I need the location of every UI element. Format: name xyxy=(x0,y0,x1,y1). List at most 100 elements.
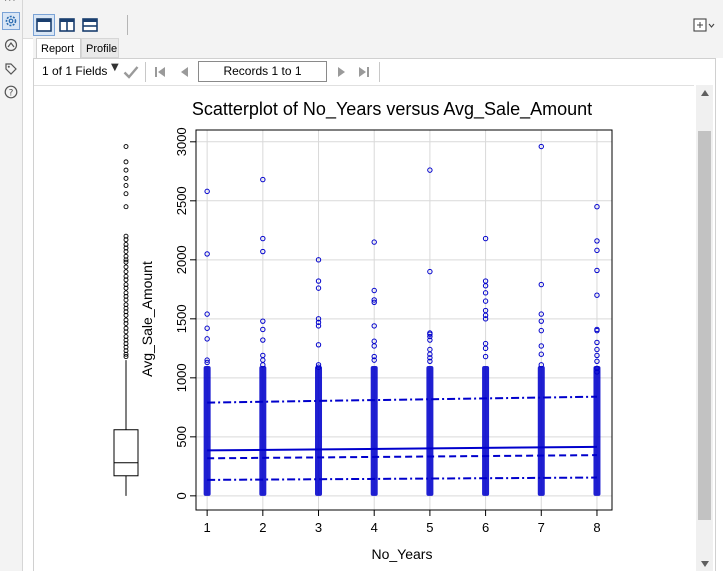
x-tick-label: 7 xyxy=(538,520,545,535)
scatter-point xyxy=(538,143,544,150)
boxplot xyxy=(113,144,139,496)
trend-line-dashed xyxy=(207,454,597,460)
tab-profile[interactable]: Profile xyxy=(81,38,119,58)
scatter-point xyxy=(371,323,377,329)
boxplot-outlier xyxy=(123,144,129,149)
scatter-point xyxy=(260,337,266,343)
records-range-field[interactable]: Records 1 to 1 xyxy=(198,61,327,82)
dense-point-column xyxy=(203,366,211,496)
scatter-point xyxy=(260,326,266,333)
scatter-point xyxy=(371,353,377,360)
scatter-point xyxy=(594,238,600,244)
boxplot-outlier xyxy=(123,183,129,188)
scrollbar-thumb[interactable] xyxy=(698,131,711,520)
single-panel-view-icon[interactable] xyxy=(33,14,55,36)
vertical-scrollbar[interactable] xyxy=(696,85,713,571)
boxplot-box xyxy=(113,429,139,477)
boxplot-outlier xyxy=(123,175,129,181)
scatter-point xyxy=(204,357,210,363)
split-vertical-view-icon[interactable] xyxy=(56,14,78,36)
scatter-point xyxy=(594,292,600,298)
scatter-point xyxy=(204,311,210,317)
boxplot-outlier xyxy=(123,329,129,335)
results-tabs: Report Profile xyxy=(33,38,723,58)
scatter-point xyxy=(594,352,600,359)
boxplot-outlier xyxy=(123,334,129,339)
boxplot-outlier xyxy=(123,344,129,350)
view-toolbar xyxy=(23,0,723,39)
previous-record-icon[interactable] xyxy=(176,64,192,80)
scroll-up-icon[interactable] xyxy=(700,88,709,97)
boxplot-outlier xyxy=(123,337,129,343)
scatter-point xyxy=(427,268,433,275)
x-tick-label: 2 xyxy=(259,520,266,535)
configuration-gear-icon[interactable] xyxy=(2,12,20,30)
fields-dropdown-icon[interactable]: ▼ xyxy=(111,62,119,73)
scatter-point xyxy=(594,369,600,375)
scatter-point xyxy=(538,281,544,288)
add-panel-menu[interactable] xyxy=(693,15,715,35)
boxplot-outlier xyxy=(123,293,129,299)
boxplot-outlier xyxy=(123,309,129,315)
report-toolbar: 1 of 1 Fields ▼ Records 1 to 1 xyxy=(34,59,694,86)
scatter-point xyxy=(594,247,600,254)
scatter-point xyxy=(204,188,210,195)
x-tick-label: 5 xyxy=(426,520,433,535)
y-tick-label: 2500 xyxy=(174,186,189,215)
toolbar-separator xyxy=(145,62,146,82)
tag-icon[interactable] xyxy=(2,60,20,78)
scatter-point xyxy=(315,285,322,291)
scatter-point xyxy=(594,339,600,346)
scatter-point xyxy=(427,167,433,173)
boxplot-outlier xyxy=(123,242,129,247)
boxplot-outlier xyxy=(123,312,129,318)
dense-point-column xyxy=(426,366,434,496)
y-axis-label: Avg_Sale_Amount xyxy=(139,261,155,377)
scatter-point xyxy=(482,312,489,318)
scatter-point xyxy=(315,364,322,370)
boxplot-outlier xyxy=(123,269,129,275)
boxplot-outlier xyxy=(123,354,129,360)
boxplot-outlier xyxy=(123,321,129,326)
scroll-down-icon[interactable] xyxy=(700,559,709,568)
scatter-point xyxy=(482,353,489,360)
scatter-point xyxy=(538,343,544,349)
scatter-point xyxy=(260,318,266,324)
y-tick-label: 1000 xyxy=(174,363,189,392)
x-tick-label: 6 xyxy=(482,520,489,535)
next-record-icon[interactable] xyxy=(334,64,350,80)
fields-selector[interactable]: 1 of 1 Fields xyxy=(42,64,108,78)
boxplot-outlier xyxy=(123,159,129,165)
trend-line-solid xyxy=(207,445,597,452)
boxplot-outlier xyxy=(123,259,129,265)
trend-line-dashdot xyxy=(207,395,597,404)
y-tick-label: 1500 xyxy=(174,304,189,333)
scatter-point xyxy=(538,362,544,368)
boxplot-outlier xyxy=(123,191,129,197)
more-dots-icon[interactable]: ··· xyxy=(4,0,17,7)
dense-point-column xyxy=(593,366,601,496)
add-panel-icon xyxy=(693,18,707,32)
boxplot-outlier xyxy=(123,282,129,288)
scatter-point xyxy=(427,358,433,365)
scatter-point xyxy=(594,267,600,274)
scatter-point xyxy=(260,176,266,183)
connection-progress-icon[interactable] xyxy=(2,36,20,54)
scatter-point xyxy=(204,359,210,366)
x-axis-ticks: 1 2 3 4 5 6 7 8 xyxy=(204,510,601,535)
dense-point-columns xyxy=(203,366,601,496)
scatter-point xyxy=(482,316,489,322)
help-icon[interactable]: ? xyxy=(2,83,20,101)
boxplot-outlier xyxy=(123,233,129,239)
boxplot-outlier xyxy=(123,249,129,255)
checkmark-icon[interactable] xyxy=(123,64,139,80)
split-horizontal-view-icon[interactable] xyxy=(79,14,101,36)
boxplot-outlier xyxy=(123,273,129,279)
tab-report[interactable]: Report xyxy=(36,38,81,58)
first-record-icon[interactable] xyxy=(152,64,168,80)
boxplot-outlier xyxy=(123,167,129,173)
boxplot-outlier xyxy=(123,351,129,357)
scatter-point xyxy=(538,351,544,357)
scatter-point xyxy=(260,248,266,255)
last-record-icon[interactable] xyxy=(356,64,372,80)
